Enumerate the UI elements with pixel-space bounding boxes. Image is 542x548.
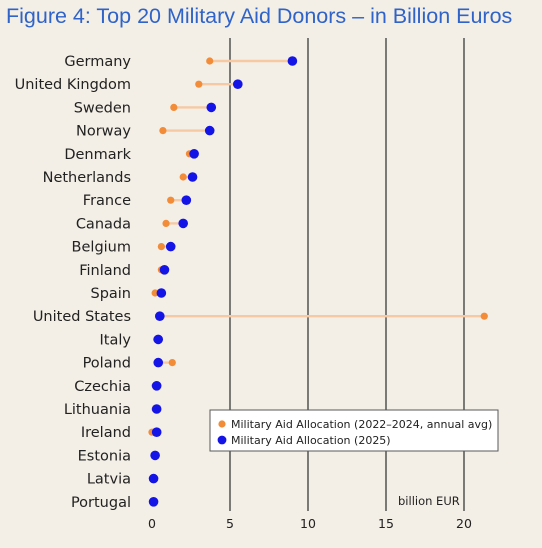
x-axis-unit-label: billion EUR	[398, 494, 460, 508]
legend-marker-annual-avg	[218, 420, 226, 428]
category-label: France	[83, 193, 131, 209]
point-2025	[153, 334, 164, 345]
category-label: Sweden	[74, 100, 131, 116]
point-2025	[187, 172, 198, 182]
point-annual-avg	[157, 243, 165, 251]
point-2025	[287, 56, 298, 66]
category-label: Spain	[90, 286, 131, 302]
x-tick-label: 20	[456, 516, 472, 531]
point-2025	[148, 497, 159, 507]
point-2025	[165, 241, 176, 252]
chart-title: Figure 4: Top 20 Military Aid Donors – i…	[6, 4, 513, 28]
point-2025	[206, 102, 217, 113]
x-tick-label: 0	[148, 516, 156, 531]
point-2025	[153, 357, 164, 368]
point-2025	[151, 381, 162, 391]
point-annual-avg	[159, 127, 167, 135]
legend-label-2025: Military Aid Allocation (2025)	[231, 434, 391, 447]
point-2025	[151, 404, 162, 414]
category-label: Netherlands	[43, 170, 131, 186]
x-tick-label: 15	[378, 516, 394, 531]
point-annual-avg	[162, 219, 170, 227]
point-2025	[155, 311, 165, 322]
point-annual-avg	[179, 173, 187, 181]
legend-marker-2025	[217, 435, 227, 445]
category-label: United Kingdom	[15, 77, 131, 93]
legend-box	[209, 409, 499, 452]
point-2025	[189, 149, 199, 159]
point-2025	[159, 265, 170, 275]
point-2025	[178, 218, 188, 229]
category-label: Portugal	[71, 495, 131, 511]
point-annual-avg	[168, 359, 176, 367]
category-label: Czechia	[74, 379, 131, 395]
category-label: Lithuania	[64, 402, 131, 418]
point-2025	[156, 288, 167, 298]
point-2025	[181, 195, 192, 205]
point-annual-avg	[206, 57, 214, 65]
point-2025	[151, 427, 162, 438]
x-tick-label: 10	[300, 516, 316, 531]
category-label: Germany	[64, 54, 131, 70]
category-label: Ireland	[81, 425, 131, 441]
category-label: Latvia	[87, 472, 131, 488]
point-2025	[150, 450, 160, 461]
point-2025	[204, 125, 215, 136]
category-label: Denmark	[64, 147, 131, 163]
point-2025	[233, 79, 243, 89]
category-label: Estonia	[78, 448, 131, 464]
legend: Military Aid Allocation (2022–2024, annu…	[209, 409, 499, 452]
point-annual-avg	[195, 80, 203, 88]
category-label: Finland	[79, 263, 131, 279]
point-annual-avg	[480, 312, 488, 320]
point-annual-avg	[167, 196, 175, 204]
category-label: Norway	[76, 124, 131, 140]
category-label: Poland	[83, 356, 131, 372]
x-tick-label: 5	[226, 516, 234, 531]
legend-label-annual-avg: Military Aid Allocation (2022–2024, annu…	[231, 418, 492, 431]
category-label: Italy	[100, 332, 132, 348]
category-label: Canada	[76, 216, 131, 232]
point-annual-avg	[170, 103, 178, 111]
point-2025	[148, 473, 159, 484]
category-label: Belgium	[72, 240, 131, 256]
category-label: United States	[33, 309, 131, 325]
